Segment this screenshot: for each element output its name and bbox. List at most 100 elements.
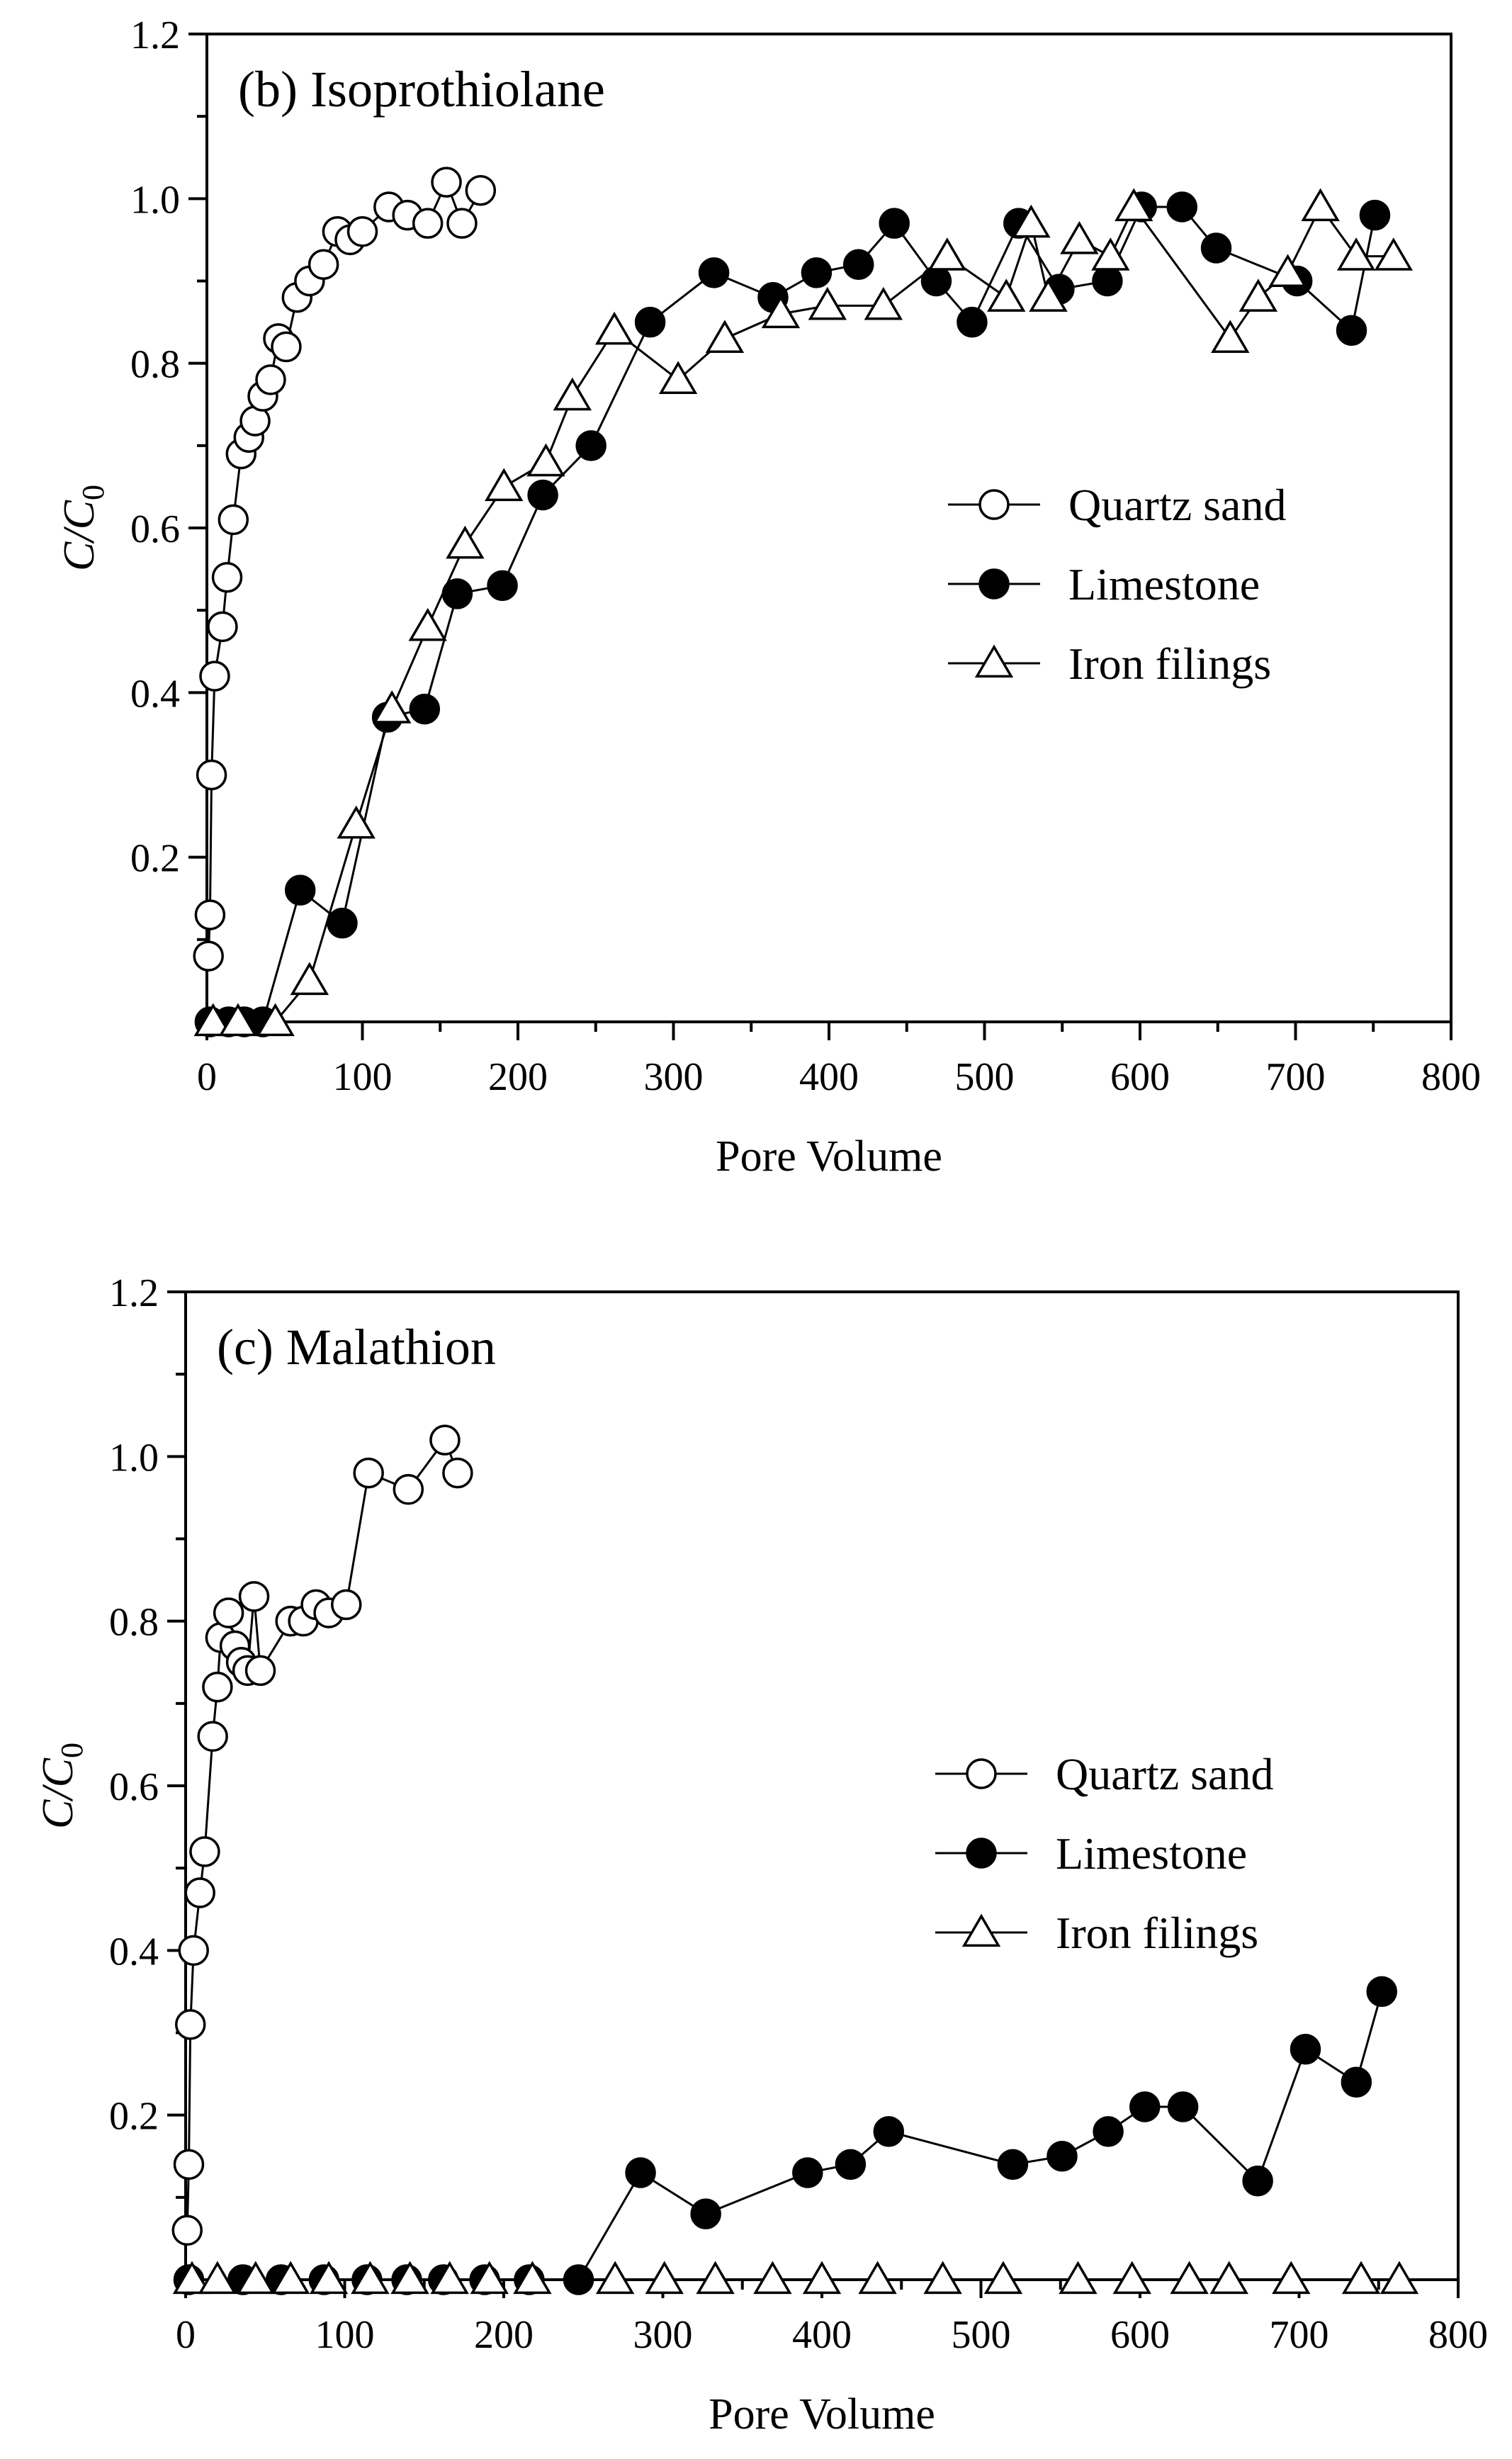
x-tick-label: 400 bbox=[799, 1055, 859, 1099]
series-line bbox=[210, 206, 1376, 1023]
data-point bbox=[308, 249, 339, 281]
data-point bbox=[351, 2261, 390, 2295]
data-point bbox=[199, 660, 230, 692]
data-point bbox=[218, 1003, 258, 1037]
data-point bbox=[1272, 2261, 1311, 2295]
data-point bbox=[1112, 2261, 1151, 2295]
data-point bbox=[465, 174, 497, 206]
data-point bbox=[1301, 188, 1340, 222]
x-tick-label: 700 bbox=[1270, 2313, 1329, 2357]
y-tick-label: 1.2 bbox=[130, 13, 180, 57]
data-point bbox=[171, 2215, 203, 2246]
data-point bbox=[1060, 220, 1099, 254]
data-point bbox=[236, 2261, 275, 2295]
data-point bbox=[470, 2261, 509, 2295]
data-point bbox=[271, 331, 302, 363]
data-point bbox=[487, 570, 518, 602]
x-tick-label: 200 bbox=[474, 2313, 534, 2357]
x-tick-label: 700 bbox=[1266, 1055, 1326, 1099]
data-point bbox=[696, 2261, 735, 2295]
data-point bbox=[244, 1655, 276, 1687]
x-tick-label: 400 bbox=[792, 2313, 852, 2357]
y-tick-label: 0.8 bbox=[130, 343, 180, 387]
data-point bbox=[412, 208, 444, 239]
legend-label: Limestone bbox=[1056, 1828, 1247, 1879]
legend-entry: Iron filings bbox=[948, 638, 1271, 689]
data-point bbox=[1374, 237, 1413, 271]
legend-label: Iron filings bbox=[1056, 1908, 1258, 1958]
data-point bbox=[802, 2261, 842, 2295]
legend-marker bbox=[961, 1913, 1001, 1947]
data-point bbox=[446, 208, 478, 239]
y-tick-label: 1.0 bbox=[130, 178, 180, 222]
data-point bbox=[194, 899, 226, 930]
data-point bbox=[408, 607, 447, 641]
x-tick-label: 500 bbox=[952, 2313, 1011, 2357]
data-point bbox=[211, 561, 243, 593]
y-axis-title: C/C0 bbox=[55, 485, 111, 571]
data-point bbox=[327, 907, 358, 939]
y-tick-label: 0.2 bbox=[130, 837, 180, 881]
data-point bbox=[1059, 2261, 1098, 2295]
data-point bbox=[698, 257, 730, 288]
series-limestone bbox=[173, 1976, 1397, 2295]
data-point bbox=[485, 468, 524, 502]
data-point bbox=[1359, 199, 1391, 231]
data-point bbox=[1115, 188, 1153, 222]
data-point bbox=[1170, 2261, 1209, 2295]
data-point bbox=[1093, 2116, 1124, 2147]
data-point bbox=[271, 2261, 310, 2295]
data-point bbox=[1209, 2261, 1248, 2295]
panel-title: (b) Isoprothiolane bbox=[238, 61, 605, 118]
data-point bbox=[1029, 278, 1068, 312]
x-tick-label: 600 bbox=[1110, 1055, 1170, 1099]
data-point bbox=[997, 2149, 1029, 2181]
data-point bbox=[309, 2261, 349, 2295]
legend-label: Limestone bbox=[1068, 559, 1260, 609]
data-point bbox=[634, 306, 666, 338]
data-point bbox=[1268, 254, 1307, 288]
data-point bbox=[753, 2261, 792, 2295]
data-point bbox=[957, 306, 988, 338]
data-point bbox=[1290, 2033, 1321, 2065]
series-line bbox=[188, 1991, 1383, 2281]
data-point bbox=[927, 237, 967, 271]
data-point bbox=[690, 2198, 721, 2229]
data-point bbox=[808, 286, 847, 320]
data-point bbox=[284, 874, 316, 906]
chart-panel-1: 0 100 200 300 400 500 600 700 800 0.2 0.4 0.6 0.8 1.0… bbox=[55, 13, 1481, 1181]
data-point bbox=[238, 1581, 270, 1612]
x-tick-label: 600 bbox=[1110, 2313, 1170, 2357]
data-point bbox=[193, 940, 224, 972]
data-point bbox=[873, 2116, 905, 2147]
x-tick-label: 0 bbox=[197, 1055, 217, 1099]
data-point bbox=[346, 216, 378, 247]
data-point bbox=[202, 1671, 233, 1703]
data-point bbox=[184, 1877, 215, 1908]
data-point bbox=[198, 2261, 237, 2295]
data-point bbox=[353, 1457, 384, 1489]
data-point bbox=[658, 361, 698, 395]
data-point bbox=[1242, 2165, 1273, 2197]
legend-entry: Quartz sand bbox=[935, 1749, 1273, 1799]
data-point bbox=[1366, 1976, 1397, 2008]
data-point bbox=[1341, 2261, 1381, 2295]
data-point bbox=[193, 1003, 232, 1037]
y-tick-label: 0.6 bbox=[130, 507, 180, 551]
data-point bbox=[842, 249, 874, 281]
data-point bbox=[1341, 2066, 1372, 2098]
data-point bbox=[1092, 265, 1123, 297]
data-point bbox=[987, 278, 1026, 312]
data-point bbox=[255, 364, 286, 395]
x-tick-label: 500 bbox=[955, 1055, 1015, 1099]
data-point bbox=[1046, 2141, 1078, 2172]
y-axis-title: C/C0 bbox=[34, 1743, 89, 1829]
data-point bbox=[1200, 232, 1232, 264]
data-point bbox=[575, 430, 607, 461]
data-point bbox=[218, 504, 249, 536]
data-point bbox=[1091, 237, 1130, 271]
x-tick-label: 0 bbox=[176, 2313, 196, 2357]
data-point bbox=[446, 525, 485, 559]
